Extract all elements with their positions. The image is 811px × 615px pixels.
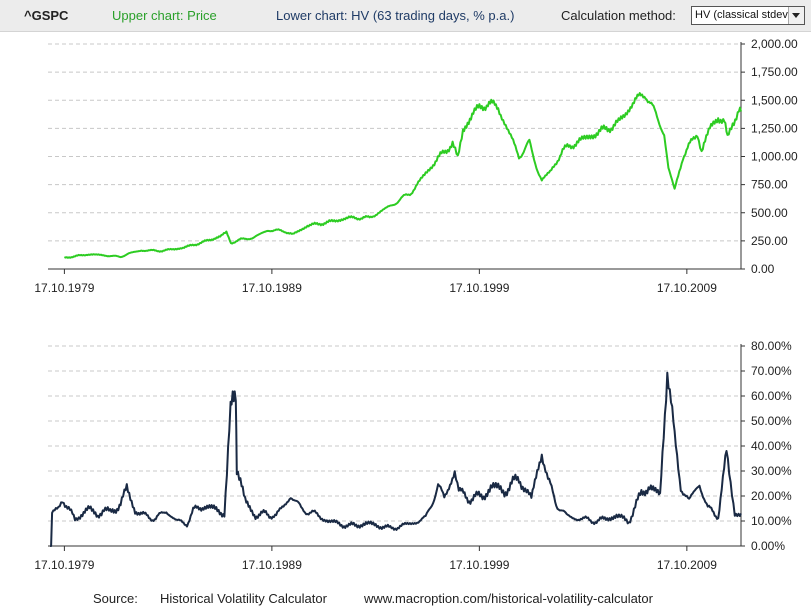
x-tick-label: 17.10.1979 — [34, 558, 94, 572]
y-tick-label: 500.00 — [751, 206, 788, 220]
calculation-method-value: HV (classical stdev) — [695, 9, 792, 21]
y-tick-label: 40.00% — [751, 439, 792, 453]
y-tick-label: 1,000.00 — [751, 150, 798, 164]
y-tick-label: 60.00% — [751, 389, 792, 403]
y-tick-label: 30.00% — [751, 464, 792, 478]
y-tick-label: 1,250.00 — [751, 121, 798, 135]
y-tick-label: 50.00% — [751, 414, 792, 428]
upper-chart-label: Upper chart: Price — [112, 8, 217, 23]
y-tick-label: 2,000.00 — [751, 37, 798, 51]
footer-source-url: www.macroption.com/historical-volatility… — [364, 591, 653, 606]
y-tick-label: 0.00 — [751, 262, 775, 276]
y-tick-label: 250.00 — [751, 234, 788, 248]
footer-source-label: Source: — [93, 591, 138, 606]
chevron-down-icon[interactable] — [788, 7, 804, 24]
volatility-chart: 0.00% 10.00% 20.00% 30.00% 40.00% 50.00% 60.00… — [34, 339, 792, 572]
y-tick-label: 20.00% — [751, 489, 792, 503]
y-tick-label: 0.00% — [751, 539, 785, 553]
series-line — [49, 371, 742, 547]
x-tick-label: 17.10.1989 — [242, 558, 302, 572]
x-tick-label: 17.10.2009 — [657, 558, 717, 572]
calculation-method-label: Calculation method: — [561, 8, 676, 23]
calculation-method-select[interactable]: HV (classical stdev) — [691, 6, 805, 25]
header-bar: ^GSPC Upper chart: Price Lower chart: HV… — [0, 0, 811, 32]
x-tick-label: 17.10.1999 — [449, 281, 509, 295]
charts-canvas: 0.00 250.00 500.00 750.00 1,000.00 1,250.00 1,… — [34, 37, 798, 572]
y-tick-label: 1,750.00 — [751, 65, 798, 79]
x-tick-label: 17.10.1999 — [449, 558, 509, 572]
y-tick-label: 80.00% — [751, 339, 792, 353]
y-tick-label: 1,500.00 — [751, 93, 798, 107]
series-line — [64, 92, 742, 259]
x-tick-label: 17.10.1989 — [242, 281, 302, 295]
x-tick-label: 17.10.2009 — [657, 281, 717, 295]
lower-chart-label: Lower chart: HV (63 trading days, % p.a.… — [276, 8, 515, 23]
y-tick-label: 750.00 — [751, 178, 788, 192]
footer-source-name: Historical Volatility Calculator — [160, 591, 327, 606]
price-chart: 0.00 250.00 500.00 750.00 1,000.00 1,250.00 1,… — [34, 37, 798, 295]
y-tick-label: 70.00% — [751, 364, 792, 378]
x-tick-label: 17.10.1979 — [34, 281, 94, 295]
ticker-symbol: ^GSPC — [24, 8, 69, 23]
y-tick-label: 10.00% — [751, 514, 792, 528]
